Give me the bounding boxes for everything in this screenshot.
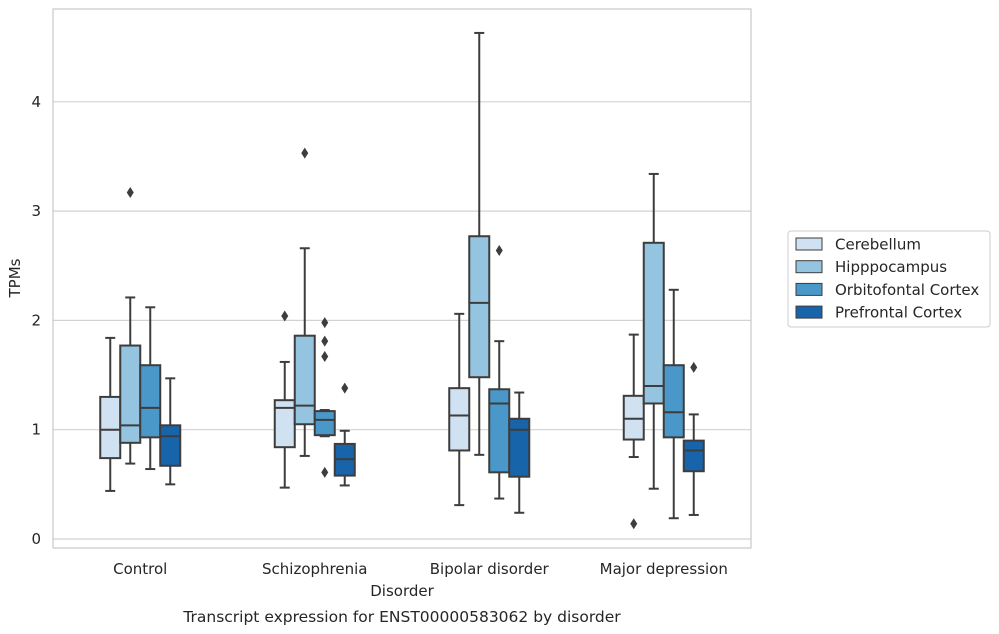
- x-tick-label: Control: [113, 560, 167, 578]
- box-orbitofontal-cortex: [139, 306, 162, 471]
- box-orbitofontal-cortex: [488, 244, 511, 500]
- legend-label: Hipppocampus: [835, 258, 947, 276]
- y-tick-label: 3: [31, 202, 41, 220]
- outlier-point: [321, 466, 329, 478]
- box-iqr: [662, 364, 685, 439]
- box-hipppocampus: [468, 31, 491, 456]
- box-iqr: [622, 394, 645, 441]
- x-axis: Control Schizophrenia Bipolar disorder Majo…: [113, 560, 728, 578]
- box-iqr: [293, 334, 316, 426]
- box-hipppocampus: [119, 187, 142, 465]
- box-prefrontal-cortex: [333, 382, 356, 487]
- outlier-point: [630, 518, 638, 530]
- legend-swatch: [795, 237, 823, 251]
- box-iqr: [99, 395, 122, 460]
- legend-label: Prefrontal Cortex: [835, 304, 962, 322]
- box-iqr: [119, 344, 142, 444]
- box-hipppocampus: [642, 172, 665, 490]
- y-tick-label: 2: [31, 311, 41, 329]
- outlier-point: [321, 350, 329, 362]
- x-axis-label: Disorder: [370, 582, 434, 600]
- box-orbitofontal-cortex: [662, 288, 685, 520]
- box-iqr: [468, 235, 491, 379]
- outlier-point: [281, 310, 289, 322]
- plot-frame: [52, 8, 752, 549]
- box-iqr: [642, 241, 665, 405]
- boxes: [99, 31, 705, 530]
- legend-label: Orbitofontal Cortex: [835, 281, 979, 299]
- legend: Cerebellum Hipppocampus Orbitofontal Corte…: [787, 230, 991, 328]
- outlier-point: [126, 187, 134, 199]
- chart-title: Transcript expression for ENST0000058306…: [182, 608, 621, 626]
- legend-frame: [787, 230, 991, 328]
- box-cerebellum: [622, 333, 645, 530]
- legend-swatch: [795, 282, 823, 296]
- outlier-point: [341, 382, 349, 394]
- y-tick-label: 1: [31, 421, 41, 439]
- y-axis: 0 1 2 3 4: [31, 93, 41, 548]
- box-prefrontal-cortex: [682, 361, 705, 516]
- box-cerebellum: [448, 312, 471, 507]
- outlier-point: [321, 317, 329, 329]
- y-axis-label: TPMs: [6, 258, 24, 298]
- y-tick-label: 4: [31, 93, 41, 111]
- box-iqr: [313, 410, 336, 437]
- outlier-point: [321, 335, 329, 347]
- legend-label: Cerebellum: [835, 236, 921, 254]
- outlier-point: [301, 147, 309, 159]
- legend-swatch: [795, 305, 823, 319]
- outlier-point: [495, 244, 503, 256]
- x-tick-label: Major depression: [600, 560, 728, 578]
- box-iqr: [159, 424, 182, 467]
- box-iqr: [508, 417, 531, 478]
- box-cerebellum: [273, 310, 296, 489]
- box-orbitofontal-cortex: [313, 317, 336, 478]
- box-prefrontal-cortex: [508, 391, 531, 514]
- outlier-point: [690, 361, 698, 373]
- box-iqr: [139, 364, 162, 439]
- box-prefrontal-cortex: [159, 377, 182, 486]
- box-iqr: [488, 388, 511, 474]
- x-tick-label: Bipolar disorder: [430, 560, 550, 578]
- y-tick-label: 0: [31, 530, 41, 548]
- box-hipppocampus: [293, 147, 316, 457]
- box-iqr: [448, 387, 471, 452]
- box-iqr: [682, 439, 705, 473]
- legend-swatch: [795, 260, 823, 274]
- x-tick-label: Schizophrenia: [262, 560, 367, 578]
- box-cerebellum: [99, 336, 122, 492]
